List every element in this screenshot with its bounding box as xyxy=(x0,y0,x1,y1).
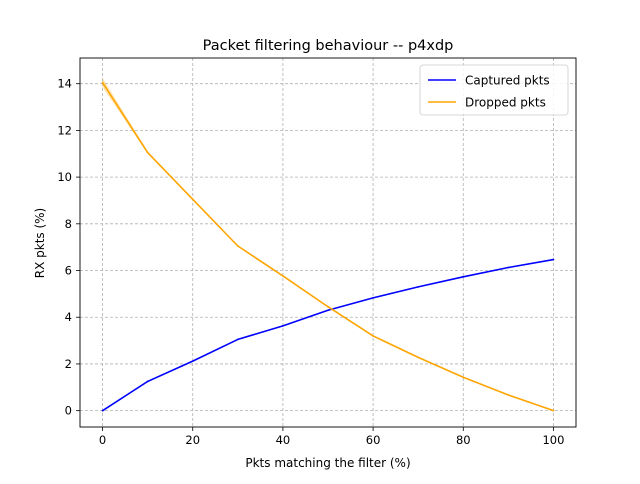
x-tick-label: 100 xyxy=(542,433,564,447)
x-tick-label: 60 xyxy=(366,433,381,447)
data-point-0 xyxy=(191,360,194,363)
y-tick-label: 10 xyxy=(57,170,72,184)
x-tick-label: 0 xyxy=(99,433,106,447)
data-point-1 xyxy=(101,81,104,84)
data-point-0 xyxy=(236,338,239,341)
x-axis-label: Pkts matching the filter (%) xyxy=(245,456,410,470)
legend-box xyxy=(419,64,569,116)
y-tick-label: 0 xyxy=(65,404,72,418)
data-point-1 xyxy=(372,335,374,337)
data-point-0 xyxy=(282,324,284,327)
y-tick-label: 4 xyxy=(65,310,72,324)
chart-title: Packet filtering behaviour -- p4xdp xyxy=(203,38,454,54)
grid xyxy=(80,58,576,427)
data-point-0 xyxy=(327,309,329,312)
data-point-1 xyxy=(236,245,239,247)
data-point-1 xyxy=(417,356,420,359)
y-tick-label: 6 xyxy=(65,264,72,278)
series-lines xyxy=(101,81,555,412)
data-point-0 xyxy=(462,275,465,278)
x-tick-label: 20 xyxy=(185,433,200,447)
legend: Captured pkts Dropped pkts xyxy=(419,64,569,116)
data-point-1 xyxy=(282,274,284,277)
data-point-1 xyxy=(191,198,194,201)
y-tick-label: 8 xyxy=(65,217,72,231)
legend-label: Dropped pkts xyxy=(465,96,546,110)
data-point-0 xyxy=(146,380,149,383)
data-point-1 xyxy=(462,376,465,379)
axes xyxy=(79,57,577,428)
data-point-1 xyxy=(146,151,149,154)
plot-frame xyxy=(79,57,577,428)
legend-label: Captured pkts xyxy=(465,74,550,88)
y-tick-label: 12 xyxy=(57,123,72,137)
x-tick-label: 40 xyxy=(276,433,291,447)
x-tick-label: 80 xyxy=(456,433,471,447)
data-point-1 xyxy=(327,305,329,308)
data-point-1 xyxy=(552,409,555,412)
data-point-0 xyxy=(552,258,555,261)
data-point-0 xyxy=(507,266,510,269)
y-tick-label: 2 xyxy=(65,357,72,371)
ticks: 0 20 40 60 80 100 0 2 4 6 8 10 12 14 xyxy=(57,77,564,447)
data-point-0 xyxy=(101,409,104,412)
data-point-1 xyxy=(507,394,510,396)
data-point-0 xyxy=(372,296,374,299)
y-axis-label: RX pkts (%) xyxy=(33,208,47,278)
data-point-0 xyxy=(417,285,420,288)
y-tick-label: 14 xyxy=(57,77,72,91)
